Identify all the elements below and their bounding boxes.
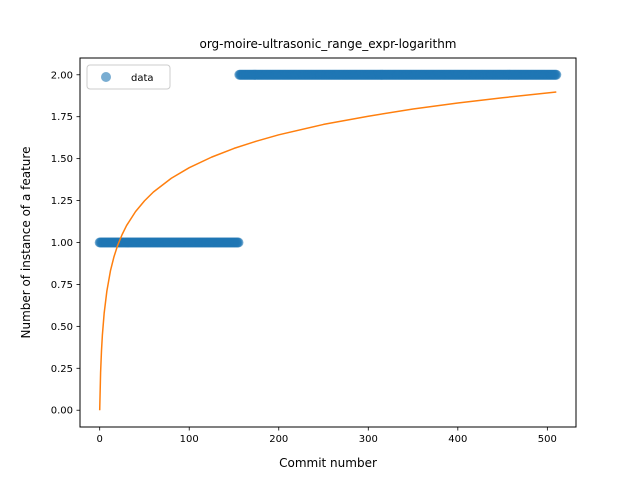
y-tick-label: 0.00 bbox=[51, 406, 73, 417]
ticks-layer: 0 100 200 300 400 500 0.00 0.25 0.50 0.75 1.00 1.25… bbox=[51, 70, 557, 445]
y-tick-label: 1.50 bbox=[51, 154, 73, 165]
x-tick-label: 0 bbox=[97, 434, 103, 445]
y-tick-label: 2.00 bbox=[51, 70, 73, 81]
legend-marker bbox=[101, 72, 111, 82]
data-point bbox=[233, 237, 244, 248]
y-axis-label: Number of instance of a feature bbox=[19, 147, 33, 339]
x-tick-label: 200 bbox=[269, 434, 288, 445]
data-layer bbox=[94, 69, 562, 411]
x-axis-label: Commit number bbox=[279, 456, 377, 470]
y-tick-label: 0.75 bbox=[51, 280, 73, 291]
y-tick-label: 1.00 bbox=[51, 238, 73, 249]
legend-label: data bbox=[131, 73, 154, 84]
x-tick-label: 400 bbox=[448, 434, 467, 445]
y-tick-label: 1.75 bbox=[51, 112, 73, 123]
data-point bbox=[551, 69, 562, 80]
y-tick-label: 0.25 bbox=[51, 364, 73, 375]
legend: data bbox=[86, 64, 171, 90]
x-tick-label: 300 bbox=[359, 434, 378, 445]
x-tick-label: 500 bbox=[538, 434, 557, 445]
y-tick-label: 0.50 bbox=[51, 322, 73, 333]
y-tick-label: 1.25 bbox=[51, 196, 73, 207]
x-tick-label: 100 bbox=[180, 434, 199, 445]
legend-box bbox=[86, 64, 171, 90]
chart-title: org-moire-ultrasonic_range_expr-logarith… bbox=[199, 37, 456, 51]
axes-frame bbox=[79, 57, 577, 428]
fit-curve-line bbox=[98, 91, 557, 411]
